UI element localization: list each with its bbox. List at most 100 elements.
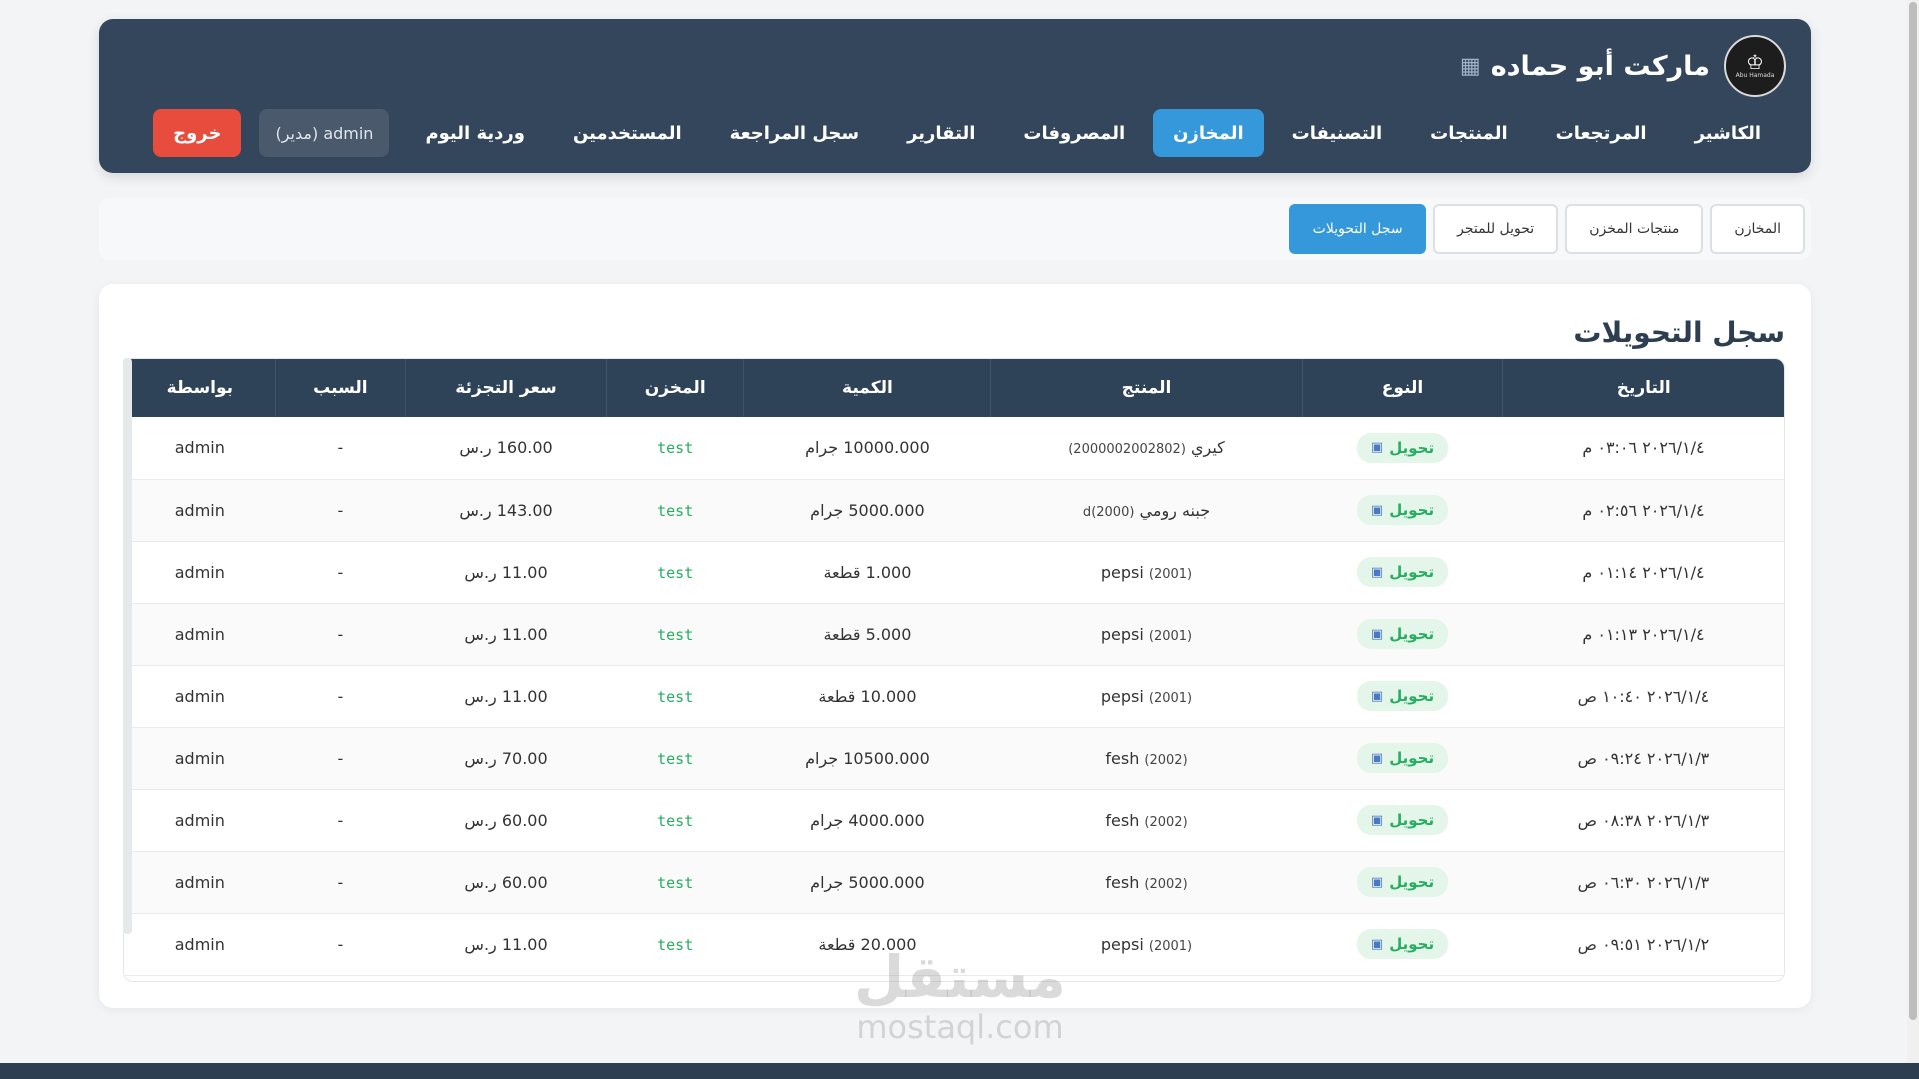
cell-reason: - xyxy=(337,810,344,830)
type-badge: تحويل ▣ xyxy=(1356,619,1449,649)
store-link[interactable]: test xyxy=(657,749,694,768)
badge-label: تحويل xyxy=(1389,563,1435,581)
store-link[interactable]: test xyxy=(657,439,694,458)
product-code: (2000002002802) xyxy=(1068,442,1186,458)
cell-by: admin xyxy=(174,624,225,644)
cell-reason: - xyxy=(337,872,344,892)
transfers-table: التاريخ النوع المنتج الكمية المخزن سعر التجزئ… xyxy=(124,359,1784,976)
nav-item-8[interactable]: المستخدمين xyxy=(572,122,682,144)
cell-reason: - xyxy=(337,686,344,706)
nav-item-5[interactable]: المصروفات xyxy=(1023,122,1126,144)
product-name: fesh xyxy=(1105,810,1140,830)
cell-type: تحويل ▣ xyxy=(1302,417,1503,479)
store-link[interactable]: test xyxy=(657,811,694,830)
column-header[interactable]: المنتج xyxy=(990,359,1303,417)
cell-date: ٢٠٢٦/١/٣ ٠٨:٣٨ ص xyxy=(1577,810,1710,830)
cell-by: admin xyxy=(174,686,225,706)
transfer-icon: ▣ xyxy=(1370,688,1384,704)
subtab-1[interactable]: منتجات المخزن xyxy=(1565,204,1704,254)
column-header[interactable]: بواسطة xyxy=(124,359,276,417)
nav-item-7[interactable]: سجل المراجعة xyxy=(729,122,860,144)
scrollbar-thumb[interactable] xyxy=(1909,2,1917,1020)
table-row[interactable]: ٢٠٢٦/١/٤ ٠٣:٠٦ م تحويل ▣ كيري (200000200280… xyxy=(124,417,1784,479)
watermark-latin: mostaql.com xyxy=(856,1008,1064,1046)
nav-item-2[interactable]: المنتجات xyxy=(1430,122,1508,144)
cell-reason: - xyxy=(337,500,344,520)
table-row[interactable]: ٢٠٢٦/١/٤ ١٠:٤٠ ص تحويل ▣ pepsi (2001) 10.000… xyxy=(124,665,1784,727)
column-header[interactable]: الكمية xyxy=(743,359,991,417)
nav-item-0[interactable]: الكاشير xyxy=(1694,122,1761,144)
cell-qty: 10500.000 جرام xyxy=(805,748,930,768)
cell-type: تحويل ▣ xyxy=(1302,479,1503,541)
product-name: جبنه رومي xyxy=(1139,500,1211,520)
cell-product: fesh (2002) xyxy=(991,727,1302,789)
nav-item-3[interactable]: التصنيفات xyxy=(1291,122,1383,144)
cell-by: admin xyxy=(174,562,225,582)
nav-item-4[interactable]: المخازن xyxy=(1153,109,1264,157)
cell-product: pepsi (2001) xyxy=(991,913,1302,975)
table-scrollbar[interactable] xyxy=(123,358,132,934)
table-row[interactable]: ٢٠٢٦/١/٤ ٠١:١٤ م تحويل ▣ pepsi (2001) 1.000 … xyxy=(124,541,1784,603)
cell-price: 11.00 ر.س xyxy=(464,686,548,706)
cell-qty: 4000.000 جرام xyxy=(810,810,925,830)
table-row[interactable]: ٢٠٢٦/١/٤ ٠٢:٥٦ م تحويل ▣ جبنه رومي (2000)d 5… xyxy=(124,479,1784,541)
subtab-0[interactable]: المخازن xyxy=(1710,204,1805,254)
page-scrollbar[interactable] xyxy=(1907,0,1919,1063)
logout-button[interactable]: خروج xyxy=(153,109,242,157)
table-row[interactable]: ٢٠٢٦/١/٣ ٠٨:٣٨ ص تحويل ▣ fesh (2002) 4000.00… xyxy=(124,789,1784,851)
store-link[interactable]: test xyxy=(657,687,694,706)
cell-price: 60.00 ر.س xyxy=(464,810,548,830)
cell-by: admin xyxy=(174,748,225,768)
store-link[interactable]: test xyxy=(657,625,694,644)
cell-date: ٢٠٢٦/١/٤ ٠١:١٣ م xyxy=(1582,624,1705,644)
page-title: سجل التحويلات xyxy=(1573,316,1785,349)
table-row[interactable]: ٢٠٢٦/١/٢ ٠٩:٥١ ص تحويل ▣ pepsi (2001) 20.000… xyxy=(124,913,1784,975)
cell-price: 143.00 ر.س xyxy=(459,500,553,520)
nav-item-6[interactable]: التقارير xyxy=(907,122,976,144)
badge-label: تحويل xyxy=(1389,501,1435,519)
product-name: pepsi xyxy=(1100,624,1144,644)
cell-date: ٢٠٢٦/١/٢ ٠٩:٥١ ص xyxy=(1577,934,1710,954)
subtab-2[interactable]: تحويل للمتجر xyxy=(1433,204,1559,254)
store-link[interactable]: test xyxy=(657,873,694,892)
transfer-icon: ▣ xyxy=(1370,812,1384,828)
product-code: (2000)d xyxy=(1082,504,1135,520)
main-nav: الكاشير المرتجعات المنتجات التصنيفات المخازن… xyxy=(153,109,1781,157)
type-badge: تحويل ▣ xyxy=(1356,681,1449,711)
nav-item-1[interactable]: المرتجعات xyxy=(1555,122,1647,144)
store-link[interactable]: test xyxy=(657,935,694,954)
nav-item-9[interactable]: وردية اليوم xyxy=(425,122,525,144)
brand-title: ماركت أبو حماده ▦ xyxy=(1460,51,1710,82)
cell-product: جبنه رومي (2000)d xyxy=(991,479,1302,541)
product-code: (2002) xyxy=(1144,814,1188,830)
column-header[interactable]: النوع xyxy=(1301,359,1503,417)
cell-product: pepsi (2001) xyxy=(991,541,1302,603)
badge-label: تحويل xyxy=(1389,625,1435,643)
store-link[interactable]: test xyxy=(657,563,694,582)
cell-reason: - xyxy=(337,562,344,582)
cell-type: تحويل ▣ xyxy=(1302,727,1503,789)
transfer-icon: ▣ xyxy=(1370,502,1384,518)
transfers-table-wrap[interactable]: التاريخ النوع المنتج الكمية المخزن سعر التجزئ… xyxy=(123,358,1785,982)
store-link[interactable]: test xyxy=(657,501,694,520)
column-header[interactable]: سعر التجزئة xyxy=(405,359,607,417)
cell-reason: - xyxy=(337,624,344,644)
cell-type: تحويل ▣ xyxy=(1302,603,1503,665)
column-header[interactable]: التاريخ xyxy=(1502,359,1784,417)
user-chip: admin (مدير) xyxy=(259,109,390,157)
badge-label: تحويل xyxy=(1389,438,1435,457)
column-header[interactable]: المخزن xyxy=(605,359,744,417)
table-row[interactable]: ٢٠٢٦/١/٣ ٠٩:٢٤ ص تحويل ▣ fesh (2002) 10500.0… xyxy=(124,727,1784,789)
badge-label: تحويل xyxy=(1389,873,1435,891)
cell-qty: 5000.000 جرام xyxy=(810,500,925,520)
table-row[interactable]: ٢٠٢٦/١/٤ ٠١:١٣ م تحويل ▣ pepsi (2001) 5.000 … xyxy=(124,603,1784,665)
subtab-3[interactable]: سجل التحويلات xyxy=(1289,204,1427,254)
product-name: pepsi xyxy=(1100,934,1144,954)
product-code: (2001) xyxy=(1148,628,1193,644)
table-row[interactable]: ٢٠٢٦/١/٣ ٠٦:٣٠ ص تحويل ▣ fesh (2002) 5000.00… xyxy=(124,851,1784,913)
cell-store: test xyxy=(606,727,744,789)
column-header[interactable]: السبب xyxy=(274,359,406,417)
cell-by: admin xyxy=(174,810,225,830)
type-badge: تحويل ▣ xyxy=(1356,929,1449,959)
cell-store: test xyxy=(606,603,744,665)
